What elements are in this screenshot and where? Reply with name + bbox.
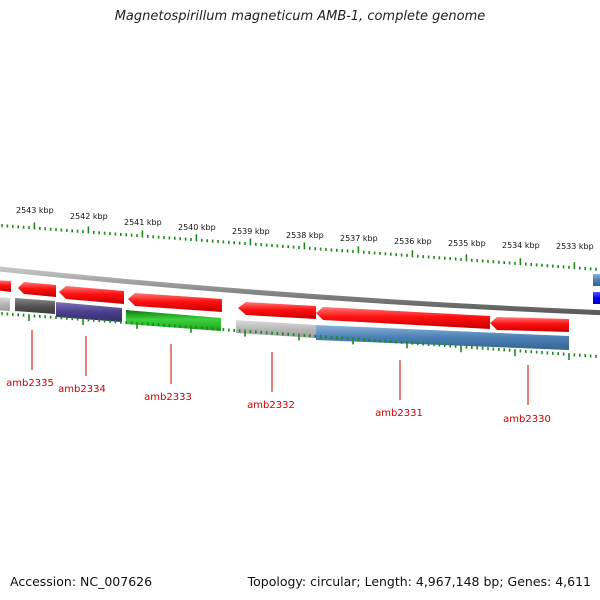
gene-feature-arrow[interactable]: [128, 293, 222, 312]
topology-info: Topology: circular; Length: 4,967,148 bp…: [247, 574, 591, 589]
gene-feature-box[interactable]: [593, 274, 600, 286]
scale-label: 2541 kbp: [124, 218, 162, 227]
gene-label[interactable]: amb2335: [6, 378, 54, 389]
gene-feature-arrow[interactable]: [490, 317, 569, 332]
scale-label: 2539 kbp: [232, 227, 270, 236]
gene-label[interactable]: amb2334: [58, 384, 106, 395]
gene-feature-arrow[interactable]: [0, 280, 11, 292]
gene-feature-box[interactable]: [15, 298, 55, 314]
scale-label: 2540 kbp: [178, 223, 216, 232]
gene-feature-box[interactable]: [56, 302, 122, 322]
scale-label: 2542 kbp: [70, 212, 108, 221]
gene-features: [0, 274, 600, 350]
genome-backbone: [0, 266, 600, 316]
gene-feature-arrow[interactable]: [238, 302, 316, 319]
map-title: Magnetospirillum magneticum AMB-1, compl…: [114, 9, 486, 24]
scale-label: 2535 kbp: [448, 239, 486, 248]
accession-info: Accession: NC_007626: [10, 574, 153, 589]
inner-scale-ticks: [1, 312, 597, 360]
gene-feature-arrow[interactable]: [316, 307, 490, 329]
scale-label: 2543 kbp: [16, 206, 54, 215]
scale-labels: 2543 kbp 2542 kbp 2541 kbp 2540 kbp 2539 kbp…: [16, 206, 594, 251]
scale-label: 2536 kbp: [394, 237, 432, 246]
gene-labels: amb2335 amb2334 amb2333 amb2332 amb2331 amb23…: [6, 330, 551, 425]
gene-feature-box[interactable]: [236, 320, 316, 338]
scale-label: 2533 kbp: [556, 242, 594, 251]
gene-feature-box[interactable]: [0, 297, 10, 311]
gene-feature-arrow[interactable]: [18, 282, 56, 297]
scale-label: 2538 kbp: [286, 231, 324, 240]
gene-feature-box[interactable]: [593, 292, 600, 304]
gene-label[interactable]: amb2333: [144, 392, 192, 403]
gene-feature-box[interactable]: [126, 310, 221, 331]
scale-label: 2534 kbp: [502, 241, 540, 250]
gene-label[interactable]: amb2331: [375, 408, 423, 419]
gene-feature-box[interactable]: [316, 325, 569, 350]
outer-scale-ticks: [1, 222, 597, 271]
gene-feature-arrow[interactable]: [59, 286, 124, 304]
gene-label[interactable]: amb2332: [247, 400, 295, 411]
gene-label[interactable]: amb2330: [503, 414, 551, 425]
scale-label: 2537 kbp: [340, 234, 378, 243]
